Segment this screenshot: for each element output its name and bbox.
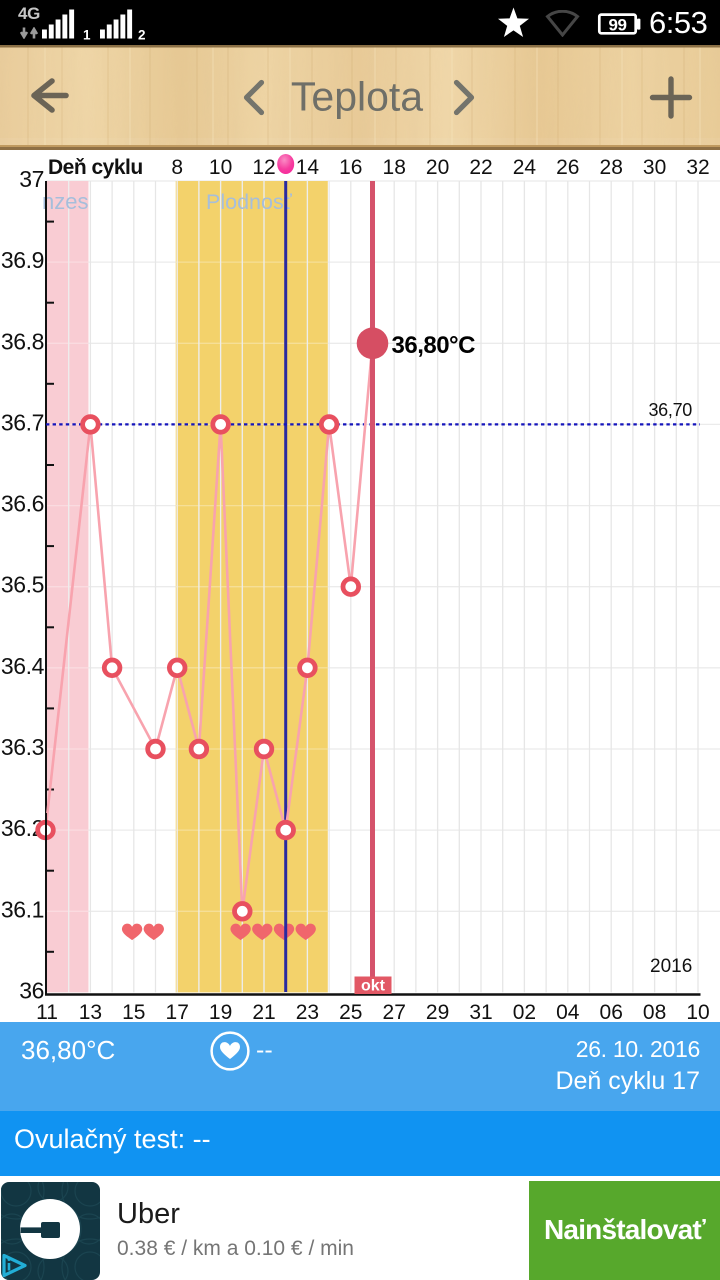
svg-text:19: 19 <box>209 1001 232 1023</box>
svg-text:Teplota: Teplota <box>291 74 423 120</box>
svg-text:10: 10 <box>209 156 232 179</box>
svg-text:2: 2 <box>138 28 146 41</box>
svg-text:36.7: 36.7 <box>1 409 44 435</box>
svg-text:12: 12 <box>252 156 275 179</box>
svg-text:31: 31 <box>469 1001 492 1023</box>
svg-text:28: 28 <box>600 156 623 179</box>
svg-text:18: 18 <box>383 156 406 179</box>
svg-text:06: 06 <box>600 1001 623 1023</box>
svg-text:36: 36 <box>19 977 44 1003</box>
svg-text:17: 17 <box>166 1001 189 1023</box>
svg-text:36.1: 36.1 <box>1 896 44 922</box>
svg-text:36.3: 36.3 <box>1 734 44 760</box>
svg-text:16: 16 <box>339 156 362 179</box>
svg-text:10: 10 <box>686 1001 709 1023</box>
svg-text:30: 30 <box>643 156 666 179</box>
svg-text:36.4: 36.4 <box>1 653 45 679</box>
svg-text:27: 27 <box>383 1001 406 1023</box>
svg-text:1: 1 <box>83 28 91 41</box>
svg-text:nzes: nzes <box>42 189 88 214</box>
svg-text:20: 20 <box>426 156 449 179</box>
svg-text:21: 21 <box>252 1001 275 1023</box>
svg-text:26: 26 <box>556 156 579 179</box>
svg-text:04: 04 <box>556 1001 580 1023</box>
svg-text:okt: okt <box>361 978 386 995</box>
svg-text:15: 15 <box>122 1001 145 1023</box>
svg-text:36.8: 36.8 <box>1 328 44 354</box>
svg-text:23: 23 <box>296 1001 319 1023</box>
svg-text:29: 29 <box>426 1001 449 1023</box>
svg-text:14: 14 <box>296 156 320 179</box>
svg-text:2016: 2016 <box>650 956 692 977</box>
svg-text:Deň cyklu: Deň cyklu <box>48 156 143 179</box>
svg-text:08: 08 <box>643 1001 666 1023</box>
svg-text:36.5: 36.5 <box>1 572 44 598</box>
svg-text:36.6: 36.6 <box>1 491 44 517</box>
svg-text:8: 8 <box>171 156 183 179</box>
svg-text:22: 22 <box>469 156 492 179</box>
svg-text:37: 37 <box>19 166 44 192</box>
svg-text:36,70: 36,70 <box>648 400 692 420</box>
svg-text:36,80°C: 36,80°C <box>392 332 476 359</box>
svg-text:32: 32 <box>686 156 709 179</box>
svg-text:Plodnosť: Plodnosť <box>206 190 293 214</box>
svg-text:02: 02 <box>513 1001 536 1023</box>
svg-text:11: 11 <box>36 1001 58 1023</box>
svg-text:99: 99 <box>609 16 627 35</box>
svg-text:13: 13 <box>79 1001 102 1023</box>
svg-text:24: 24 <box>513 156 537 179</box>
svg-text:25: 25 <box>339 1001 362 1023</box>
svg-text:36.9: 36.9 <box>1 247 44 273</box>
